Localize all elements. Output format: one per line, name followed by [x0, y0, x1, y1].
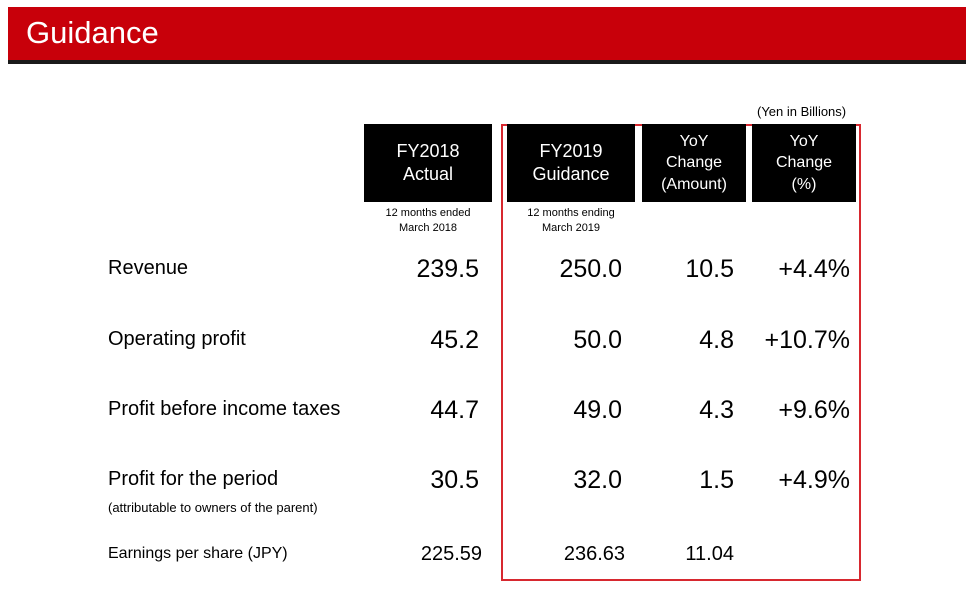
title-bar: Guidance [8, 7, 966, 64]
profit-for-period-fy2018: 30.5 [430, 466, 479, 494]
subheader-fy2019: 12 months ending March 2019 [507, 206, 635, 236]
row-label-profit-for-period: Profit for the period [108, 468, 279, 490]
revenue-yoy-amount: 10.5 [685, 255, 734, 283]
profit-before-taxes-fy2019: 49.0 [573, 396, 622, 424]
header-fy2018-line2: Actual [402, 164, 454, 184]
subheader-fy2018: 12 months ended March 2018 [364, 206, 492, 236]
row-label-profit-before-taxes: Profit before income taxes [108, 398, 341, 420]
row-note-attributable: (attributable to owners of the parent) [108, 500, 318, 515]
revenue-fy2018: 239.5 [416, 255, 479, 283]
profit-for-period-yoy-amount: 1.5 [699, 466, 734, 494]
row-label-revenue: Revenue [108, 257, 189, 279]
header-yoy-pct-line3: (%) [791, 175, 817, 193]
header-yoy-amount: YoY Change (Amount) [642, 124, 746, 202]
revenue-yoy-pct: +4.4% [778, 255, 850, 283]
row-label-eps: Earnings per share (JPY) [108, 545, 288, 562]
profit-for-period-fy2019: 32.0 [573, 466, 622, 494]
header-yoy-amount-line1: YoY [679, 132, 709, 150]
subheader-fy2019-line2: March 2019 [541, 221, 601, 234]
subheader-fy2018-line2: March 2018 [398, 221, 458, 234]
profit-before-taxes-yoy-amount: 4.3 [699, 396, 734, 424]
row-label-operating-profit: Operating profit [108, 328, 246, 350]
page-title: Guidance [26, 15, 159, 50]
subheader-fy2019-line1: 12 months ending [527, 207, 615, 219]
header-fy2019-line2: Guidance [532, 164, 610, 184]
header-fy2019: FY2019 Guidance [507, 124, 635, 202]
profit-before-taxes-yoy-pct: +9.6% [778, 396, 850, 424]
header-yoy-amount-line2: Change [665, 154, 723, 172]
header-yoy-amount-line3: (Amount) [661, 175, 727, 193]
profit-before-taxes-fy2018: 44.7 [430, 396, 479, 424]
header-fy2019-line1: FY2019 [539, 140, 603, 161]
header-fy2018-line1: FY2018 [396, 140, 460, 161]
operating-profit-fy2018: 45.2 [430, 326, 479, 354]
header-yoy-pct-line2: Change [775, 154, 833, 172]
eps-yoy-amount: 11.04 [685, 543, 734, 565]
header-yoy-pct-line1: YoY [789, 132, 819, 150]
header-fy2018: FY2018 Actual [364, 124, 492, 202]
operating-profit-yoy-pct: +10.7% [764, 326, 851, 354]
eps-fy2018: 225.59 [420, 543, 482, 565]
operating-profit-yoy-amount: 4.8 [699, 326, 734, 354]
unit-note: (Yen in Billions) [757, 104, 847, 119]
eps-fy2019: 236.63 [563, 543, 625, 565]
revenue-fy2019: 250.0 [559, 255, 622, 283]
operating-profit-fy2019: 50.0 [573, 326, 622, 354]
header-yoy-pct: YoY Change (%) [752, 124, 856, 202]
subheader-fy2018-line1: 12 months ended [385, 207, 471, 219]
profit-for-period-yoy-pct: +4.9% [778, 466, 850, 494]
